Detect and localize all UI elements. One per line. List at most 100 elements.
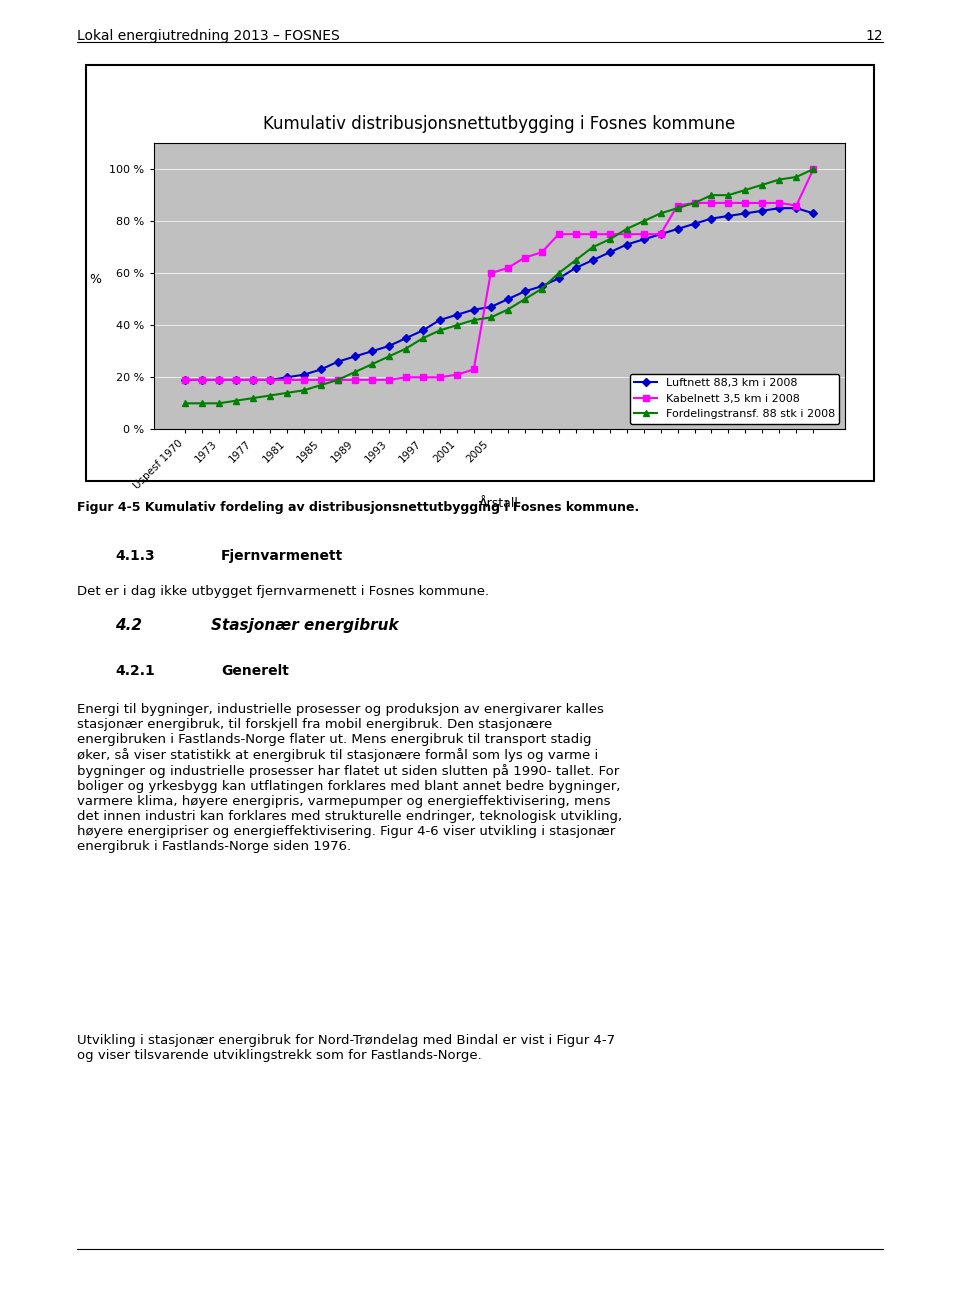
Kabelnett 3,5 km i 2008 (688, 195, 700, 211)
Kabelnett 3,5 km i 2008 (807, 161, 819, 177)
Luftnett 88,3 km i 2008 (196, 372, 207, 388)
Luftnett 88,3 km i 2008 (672, 221, 684, 237)
Text: Stasjonær energibruk: Stasjonær energibruk (211, 618, 398, 634)
Luftnett 88,3 km i 2008 (281, 369, 293, 385)
Fordelingstransf. 88 stk i 2008 (400, 341, 412, 356)
Kabelnett 3,5 km i 2008 (774, 195, 785, 211)
Fordelingstransf. 88 stk i 2008 (570, 252, 582, 268)
X-axis label: Årstall: Årstall (479, 497, 519, 510)
Text: Det er i dag ikke utbygget fjernvarmenett i Fosnes kommune.: Det er i dag ikke utbygget fjernvarmenet… (77, 585, 489, 598)
Fordelingstransf. 88 stk i 2008 (299, 382, 310, 398)
Kabelnett 3,5 km i 2008 (315, 372, 326, 388)
Fordelingstransf. 88 stk i 2008 (383, 349, 395, 364)
Kabelnett 3,5 km i 2008 (604, 226, 615, 242)
Fordelingstransf. 88 stk i 2008 (315, 377, 326, 393)
Fordelingstransf. 88 stk i 2008 (604, 232, 615, 247)
Fordelingstransf. 88 stk i 2008 (553, 265, 564, 281)
Fordelingstransf. 88 stk i 2008 (332, 372, 344, 388)
Text: 12: 12 (866, 29, 883, 43)
Kabelnett 3,5 km i 2008 (299, 372, 310, 388)
Luftnett 88,3 km i 2008 (536, 278, 547, 294)
Kabelnett 3,5 km i 2008 (281, 372, 293, 388)
Luftnett 88,3 km i 2008 (604, 245, 615, 260)
Text: Lokal energiutredning 2013 – FOSNES: Lokal energiutredning 2013 – FOSNES (77, 29, 340, 43)
Kabelnett 3,5 km i 2008 (706, 195, 717, 211)
Luftnett 88,3 km i 2008 (247, 372, 258, 388)
Fordelingstransf. 88 stk i 2008 (587, 239, 598, 255)
Luftnett 88,3 km i 2008 (230, 372, 242, 388)
Kabelnett 3,5 km i 2008 (332, 372, 344, 388)
Text: 4.2.1: 4.2.1 (115, 664, 155, 678)
Fordelingstransf. 88 stk i 2008 (417, 330, 428, 346)
Fordelingstransf. 88 stk i 2008 (281, 385, 293, 401)
Kabelnett 3,5 km i 2008 (756, 195, 768, 211)
Fordelingstransf. 88 stk i 2008 (706, 187, 717, 203)
Luftnett 88,3 km i 2008 (264, 372, 276, 388)
Fordelingstransf. 88 stk i 2008 (774, 172, 785, 187)
Text: Utvikling i stasjonær energibruk for Nord-Trøndelag med Bindal er vist i Figur 4: Utvikling i stasjonær energibruk for Nor… (77, 1034, 615, 1063)
Luftnett 88,3 km i 2008 (485, 299, 496, 315)
Kabelnett 3,5 km i 2008 (264, 372, 276, 388)
Fordelingstransf. 88 stk i 2008 (434, 323, 445, 338)
Luftnett 88,3 km i 2008 (417, 323, 428, 338)
Luftnett 88,3 km i 2008 (723, 208, 734, 224)
Kabelnett 3,5 km i 2008 (637, 226, 649, 242)
Line: Kabelnett 3,5 km i 2008: Kabelnett 3,5 km i 2008 (182, 167, 816, 382)
Text: Generelt: Generelt (221, 664, 289, 678)
Fordelingstransf. 88 stk i 2008 (366, 356, 377, 372)
Luftnett 88,3 km i 2008 (180, 372, 191, 388)
Luftnett 88,3 km i 2008 (570, 260, 582, 276)
Fordelingstransf. 88 stk i 2008 (791, 169, 803, 185)
Title: Kumulativ distribusjonsnettutbygging i Fosnes kommune: Kumulativ distribusjonsnettutbygging i F… (263, 116, 735, 133)
Fordelingstransf. 88 stk i 2008 (213, 396, 225, 411)
Kabelnett 3,5 km i 2008 (621, 226, 633, 242)
Luftnett 88,3 km i 2008 (807, 206, 819, 221)
Luftnett 88,3 km i 2008 (400, 330, 412, 346)
Text: Figur 4-5 Kumulativ fordeling av distribusjonsnettutbygging i Fosnes kommune.: Figur 4-5 Kumulativ fordeling av distrib… (77, 501, 639, 514)
Fordelingstransf. 88 stk i 2008 (655, 206, 666, 221)
Luftnett 88,3 km i 2008 (213, 372, 225, 388)
Line: Fordelingstransf. 88 stk i 2008: Fordelingstransf. 88 stk i 2008 (182, 167, 816, 406)
Luftnett 88,3 km i 2008 (468, 302, 479, 317)
Luftnett 88,3 km i 2008 (553, 271, 564, 286)
Fordelingstransf. 88 stk i 2008 (740, 182, 752, 198)
Fordelingstransf. 88 stk i 2008 (485, 310, 496, 325)
Kabelnett 3,5 km i 2008 (536, 245, 547, 260)
Fordelingstransf. 88 stk i 2008 (180, 396, 191, 411)
Luftnett 88,3 km i 2008 (434, 312, 445, 328)
Kabelnett 3,5 km i 2008 (383, 372, 395, 388)
Text: Fjernvarmenett: Fjernvarmenett (221, 549, 343, 563)
Fordelingstransf. 88 stk i 2008 (637, 213, 649, 229)
Kabelnett 3,5 km i 2008 (570, 226, 582, 242)
Luftnett 88,3 km i 2008 (519, 284, 531, 299)
Kabelnett 3,5 km i 2008 (672, 198, 684, 213)
Luftnett 88,3 km i 2008 (383, 338, 395, 354)
Fordelingstransf. 88 stk i 2008 (688, 195, 700, 211)
Fordelingstransf. 88 stk i 2008 (230, 393, 242, 409)
Kabelnett 3,5 km i 2008 (230, 372, 242, 388)
Kabelnett 3,5 km i 2008 (349, 372, 361, 388)
Y-axis label: %: % (89, 273, 102, 286)
Fordelingstransf. 88 stk i 2008 (756, 177, 768, 193)
Luftnett 88,3 km i 2008 (655, 226, 666, 242)
Fordelingstransf. 88 stk i 2008 (536, 281, 547, 297)
Kabelnett 3,5 km i 2008 (247, 372, 258, 388)
Fordelingstransf. 88 stk i 2008 (723, 187, 734, 203)
Kabelnett 3,5 km i 2008 (519, 250, 531, 265)
Kabelnett 3,5 km i 2008 (553, 226, 564, 242)
Luftnett 88,3 km i 2008 (740, 206, 752, 221)
Luftnett 88,3 km i 2008 (791, 200, 803, 216)
Kabelnett 3,5 km i 2008 (451, 367, 463, 382)
Luftnett 88,3 km i 2008 (299, 367, 310, 382)
Fordelingstransf. 88 stk i 2008 (451, 317, 463, 333)
Kabelnett 3,5 km i 2008 (400, 369, 412, 385)
Legend: Luftnett 88,3 km i 2008, Kabelnett 3,5 km i 2008, Fordelingstransf. 88 stk i 200: Luftnett 88,3 km i 2008, Kabelnett 3,5 k… (630, 373, 839, 424)
Fordelingstransf. 88 stk i 2008 (264, 388, 276, 403)
Kabelnett 3,5 km i 2008 (655, 226, 666, 242)
Line: Luftnett 88,3 km i 2008: Luftnett 88,3 km i 2008 (182, 206, 816, 382)
Kabelnett 3,5 km i 2008 (196, 372, 207, 388)
Luftnett 88,3 km i 2008 (315, 362, 326, 377)
Luftnett 88,3 km i 2008 (637, 232, 649, 247)
Luftnett 88,3 km i 2008 (756, 203, 768, 219)
Fordelingstransf. 88 stk i 2008 (807, 161, 819, 177)
